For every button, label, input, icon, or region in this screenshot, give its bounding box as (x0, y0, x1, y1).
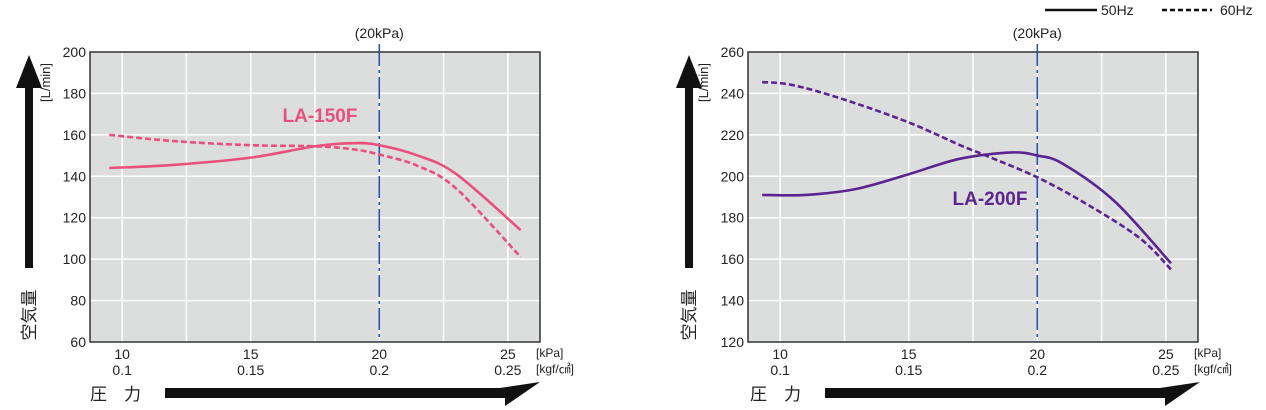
y-tick-label: 220 (721, 127, 745, 143)
x-tick-label: 10 (114, 346, 130, 362)
marker-label: (20kPa) (1013, 25, 1062, 41)
x-unit-kpa: [kPa] (536, 346, 563, 360)
y-tick-label: 180 (721, 210, 745, 226)
x-axis-arrow-icon (165, 382, 540, 406)
x-unit-kpa: [kPa] (1194, 346, 1221, 360)
y-axis-arrow-icon (16, 55, 42, 268)
y-tick-label: 180 (63, 85, 87, 101)
y-axis-arrow-icon (676, 55, 702, 268)
x-tick-label-kgf: 0.25 (1152, 362, 1179, 378)
x-tick-label-kgf: 0.2 (1028, 362, 1048, 378)
x-axis-title: 圧 力 (90, 385, 141, 404)
y-tick-label: 200 (63, 44, 87, 60)
x-unit-kgf: [kgf/㎠] (1194, 362, 1232, 376)
y-tick-label: 100 (63, 251, 87, 267)
y-tick-label: 120 (721, 334, 745, 350)
x-axis-arrow-icon (825, 382, 1200, 406)
y-tick-label: 240 (721, 85, 745, 101)
y-tick-label: 120 (63, 210, 87, 226)
chart-la-150f: 60 80 100 120 140 160 180 200 100.1 150.15 200.2 25… (16, 25, 574, 406)
series-60hz-line (762, 80, 1172, 271)
y-tick-label: 60 (70, 334, 86, 350)
x-tick-label: 25 (500, 346, 516, 362)
x-tick-label: 20 (371, 346, 387, 362)
x-tick-label: 25 (1158, 346, 1174, 362)
marker-label: (20kPa) (355, 25, 404, 41)
plot-border (747, 51, 1199, 343)
x-tick-label-kgf: 0.1 (112, 362, 132, 378)
x-tick-label-kgf: 0.15 (895, 362, 922, 378)
y-tick-label: 80 (70, 293, 86, 309)
x-unit-kgf: [kgf/㎠] (536, 362, 574, 376)
y-tick-label: 140 (721, 293, 745, 309)
y-unit: [L/min] (38, 63, 53, 102)
legend: 50Hz 60Hz (1045, 2, 1253, 18)
x-tick-label: 10 (772, 346, 788, 362)
series-50hz-line (762, 151, 1172, 265)
y-axis-title: 空気量 (20, 290, 39, 341)
x-tick-label-kgf: 0.15 (237, 362, 264, 378)
y-tick-label: 160 (63, 127, 87, 143)
x-tick-label-kgf: 0.25 (494, 362, 521, 378)
x-tick-label-kgf: 0.1 (770, 362, 790, 378)
y-axis-title: 空気量 (680, 290, 699, 341)
y-tick-label: 160 (721, 251, 745, 267)
x-tick-label: 20 (1029, 346, 1045, 362)
legend-50hz: 50Hz (1101, 2, 1134, 18)
y-tick-label: 200 (721, 168, 745, 184)
plot-border (89, 51, 541, 343)
y-unit: [L/min] (696, 63, 711, 102)
chart-la-200f: 120140160180200220240260100.1150.15200.2… (676, 25, 1232, 406)
legend-60hz: 60Hz (1220, 2, 1253, 18)
x-tick-label: 15 (901, 346, 917, 362)
y-tick-label: 140 (63, 168, 87, 184)
chart-title: LA-200F (953, 189, 1028, 210)
x-tick-label: 15 (243, 346, 259, 362)
chart-title: LA-150F (283, 106, 358, 127)
series-60hz-line (109, 133, 522, 258)
x-tick-label-kgf: 0.2 (370, 362, 390, 378)
y-tick-label: 260 (721, 44, 745, 60)
series-50hz-line (109, 141, 522, 232)
x-axis-title: 圧 力 (750, 385, 801, 404)
